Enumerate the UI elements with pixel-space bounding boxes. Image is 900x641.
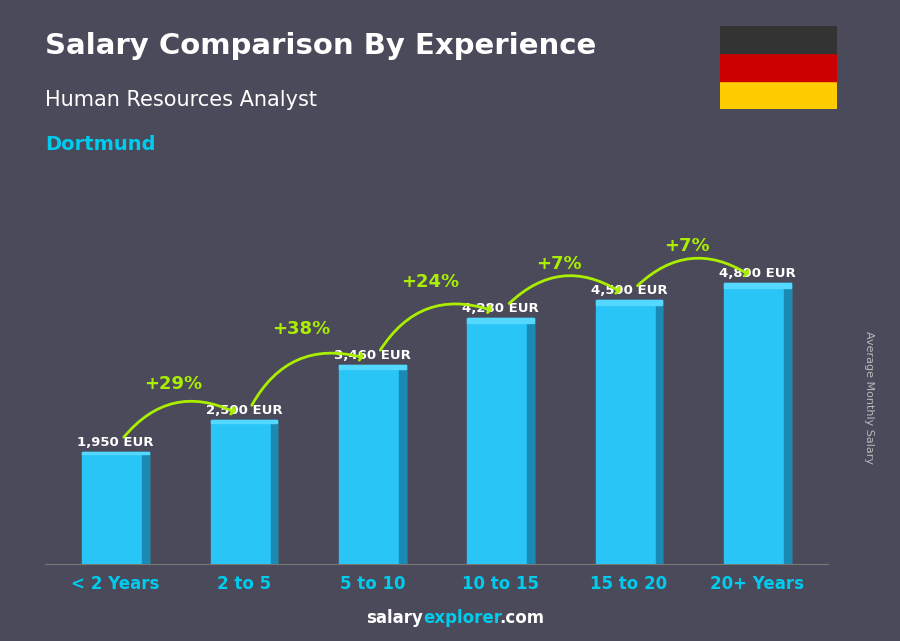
Text: 4,590 EUR: 4,590 EUR [590, 284, 668, 297]
Text: +24%: +24% [401, 272, 459, 290]
Text: .com: .com [500, 609, 544, 627]
Bar [720, 53, 837, 81]
Text: explorer: explorer [423, 609, 502, 627]
Bar [82, 452, 149, 454]
Bar [720, 81, 837, 109]
Bar [784, 283, 791, 564]
Bar [399, 365, 406, 564]
Text: +7%: +7% [536, 254, 581, 272]
Bar [724, 283, 791, 564]
Text: Dortmund: Dortmund [45, 135, 156, 154]
Bar [211, 420, 277, 564]
Bar [656, 300, 662, 564]
Bar [527, 318, 534, 564]
Text: 2,500 EUR: 2,500 EUR [205, 404, 283, 417]
Text: Average Monthly Salary: Average Monthly Salary [863, 331, 874, 464]
Bar [467, 318, 534, 322]
Text: Human Resources Analyst: Human Resources Analyst [45, 90, 317, 110]
Text: +7%: +7% [664, 237, 709, 256]
Text: 4,890 EUR: 4,890 EUR [719, 267, 796, 279]
Text: +38%: +38% [273, 320, 331, 338]
Text: salary: salary [366, 609, 423, 627]
Text: 1,950 EUR: 1,950 EUR [77, 436, 154, 449]
Bar [211, 420, 277, 423]
Bar [724, 283, 791, 288]
Bar [467, 318, 534, 564]
Bar [339, 365, 406, 369]
Text: Salary Comparison By Experience: Salary Comparison By Experience [45, 32, 596, 60]
Text: 3,460 EUR: 3,460 EUR [334, 349, 410, 362]
Bar [339, 365, 406, 564]
Bar [596, 300, 662, 305]
Bar [271, 420, 277, 564]
Bar [720, 26, 837, 53]
Bar [142, 452, 149, 564]
Text: +29%: +29% [144, 375, 202, 393]
Bar [82, 452, 149, 564]
Bar [596, 300, 662, 564]
Text: 4,280 EUR: 4,280 EUR [463, 302, 539, 315]
